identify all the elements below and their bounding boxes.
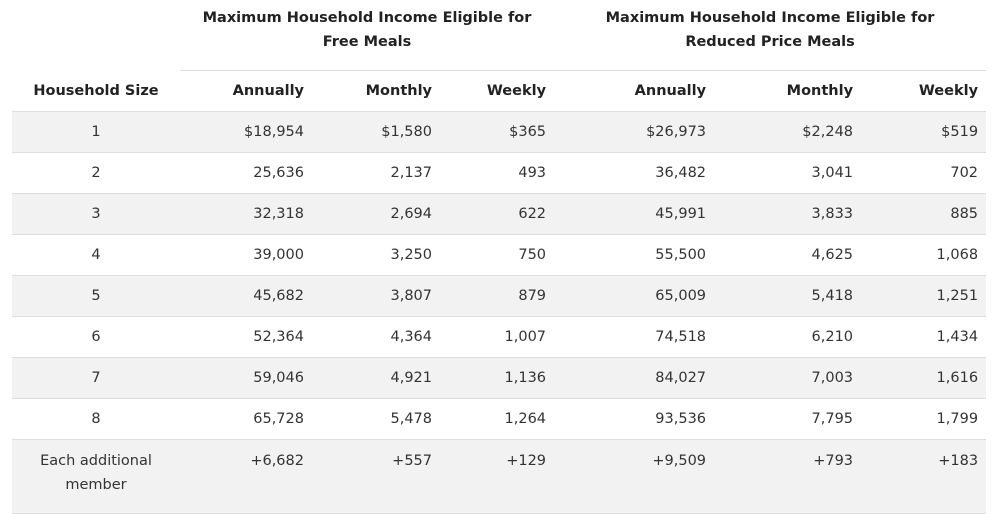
reduced-annually-cell: 74,518	[655, 329, 707, 345]
reduced-weekly-cell: 702	[950, 165, 979, 181]
free-monthly-cell: 4,364	[390, 329, 432, 345]
group-header-spacer	[12, 0, 180, 71]
free-monthly-cell: 3,250	[390, 247, 432, 263]
reduced-monthly-cell: 7,795	[811, 411, 854, 427]
household-size-cell: 4	[91, 247, 101, 263]
household-size-cell: 5	[91, 288, 101, 304]
reduced-monthly-cell: 3,833	[811, 206, 854, 222]
reduced-monthly-cell: 5,418	[811, 288, 854, 304]
reduced-annually-cell: 84,027	[655, 370, 707, 386]
free-monthly-cell: 4,921	[390, 370, 432, 386]
reduced-monthly-header: Monthly	[714, 70, 862, 112]
reduced-weekly-cell: 1,799	[936, 411, 979, 427]
free-weekly-cell: +129	[506, 453, 547, 469]
reduced-monthly-cell: 4,625	[811, 247, 854, 263]
reduced-weekly-cell: 885	[950, 206, 979, 222]
reduced-weekly-cell: 1,068	[936, 247, 979, 263]
table-row: 2 25,636 2,137 493 36,482 3,041 702	[12, 153, 987, 194]
free-weekly-cell: 493	[518, 165, 547, 181]
reduced-weekly-cell: 1,616	[936, 370, 979, 386]
reduced-annually-cell: +9,509	[652, 453, 707, 469]
income-eligibility-table: Maximum Household Income Eligible for Fr…	[12, 0, 987, 514]
reduced-monthly-cell: 3,041	[811, 165, 854, 181]
table-row: 4 39,000 3,250 750 55,500 4,625 1,068	[12, 235, 987, 276]
reduced-weekly-cell: $519	[941, 124, 979, 140]
reduced-annually-cell: 45,991	[655, 206, 707, 222]
reduced-annually-cell: $26,973	[646, 124, 707, 140]
table-row: 3 32,318 2,694 622 45,991 3,833 885	[12, 193, 987, 235]
free-annually-cell: 45,682	[253, 288, 304, 304]
table-row: 6 52,364 4,364 1,007 74,518 6,210 1,434	[12, 317, 987, 358]
reduced-weekly-header: Weekly	[861, 70, 987, 112]
reduced-annually-cell: 93,536	[655, 411, 707, 427]
household-size-cell: 1	[91, 124, 101, 140]
reduced-annually-header: Annually	[554, 70, 715, 112]
reduced-annually-cell: 36,482	[655, 165, 707, 181]
household-size-header: Household Size	[12, 70, 180, 112]
household-size-cell: 6	[91, 329, 101, 345]
free-meals-group-header: Maximum Household Income Eligible for Fr…	[180, 0, 555, 71]
household-size-cell: 3	[91, 206, 101, 222]
free-annually-header: Annually	[180, 70, 312, 112]
free-annually-cell: 25,636	[253, 165, 304, 181]
table-row: 5 45,682 3,807 879 65,009 5,418 1,251	[12, 275, 987, 317]
free-weekly-cell: 1,007	[504, 329, 547, 345]
household-size-cell: 7	[91, 370, 101, 386]
free-monthly-header: Monthly	[312, 70, 440, 112]
household-size-cell: 2	[91, 165, 101, 181]
free-annually-cell: 59,046	[253, 370, 304, 386]
free-annually-cell: 39,000	[253, 247, 304, 263]
household-size-cell: Each additional member	[40, 453, 152, 493]
reduced-monthly-cell: 6,210	[811, 329, 854, 345]
free-monthly-cell: 2,137	[390, 165, 432, 181]
reduced-weekly-cell: 1,251	[936, 288, 979, 304]
group-header-row: Maximum Household Income Eligible for Fr…	[12, 0, 987, 71]
free-weekly-cell: 1,136	[504, 370, 547, 386]
free-weekly-header: Weekly	[440, 70, 555, 112]
household-size-cell: 8	[91, 411, 101, 427]
free-annually-cell: 65,728	[253, 411, 304, 427]
free-monthly-cell: 2,694	[390, 206, 432, 222]
free-monthly-cell: 5,478	[390, 411, 432, 427]
free-weekly-cell: 622	[518, 206, 547, 222]
free-weekly-cell: 750	[518, 247, 547, 263]
reduced-monthly-cell: 7,003	[811, 370, 854, 386]
free-annually-cell: $18,954	[244, 124, 304, 140]
table-row: 1 $18,954 $1,580 $365 $26,973 $2,248 $51…	[12, 111, 987, 153]
free-monthly-cell: $1,580	[381, 124, 432, 140]
reduced-monthly-cell: $2,248	[802, 124, 854, 140]
table-row: 8 65,728 5,478 1,264 93,536 7,795 1,799	[12, 399, 987, 440]
free-annually-cell: 32,318	[253, 206, 304, 222]
free-weekly-cell: 1,264	[504, 411, 547, 427]
free-weekly-cell: 879	[518, 288, 547, 304]
reduced-annually-cell: 55,500	[655, 247, 707, 263]
free-monthly-cell: 3,807	[390, 288, 432, 304]
table-row: 7 59,046 4,921 1,136 84,027 7,003 1,616	[12, 357, 987, 399]
column-header-row: Household Size Annually Monthly Weekly A…	[12, 70, 987, 112]
reduced-annually-cell: 65,009	[655, 288, 707, 304]
reduced-weekly-cell: 1,434	[936, 329, 979, 345]
free-annually-cell: 52,364	[253, 329, 304, 345]
additional-member-row: Each additional member +6,682 +557 +129 …	[12, 439, 987, 514]
free-monthly-cell: +557	[392, 453, 432, 469]
free-weekly-cell: $365	[509, 124, 547, 140]
reduced-meals-group-header: Maximum Household Income Eligible for Re…	[554, 0, 987, 71]
reduced-weekly-cell: +183	[938, 453, 979, 469]
free-annually-cell: +6,682	[250, 453, 304, 469]
reduced-monthly-cell: +793	[813, 453, 854, 469]
